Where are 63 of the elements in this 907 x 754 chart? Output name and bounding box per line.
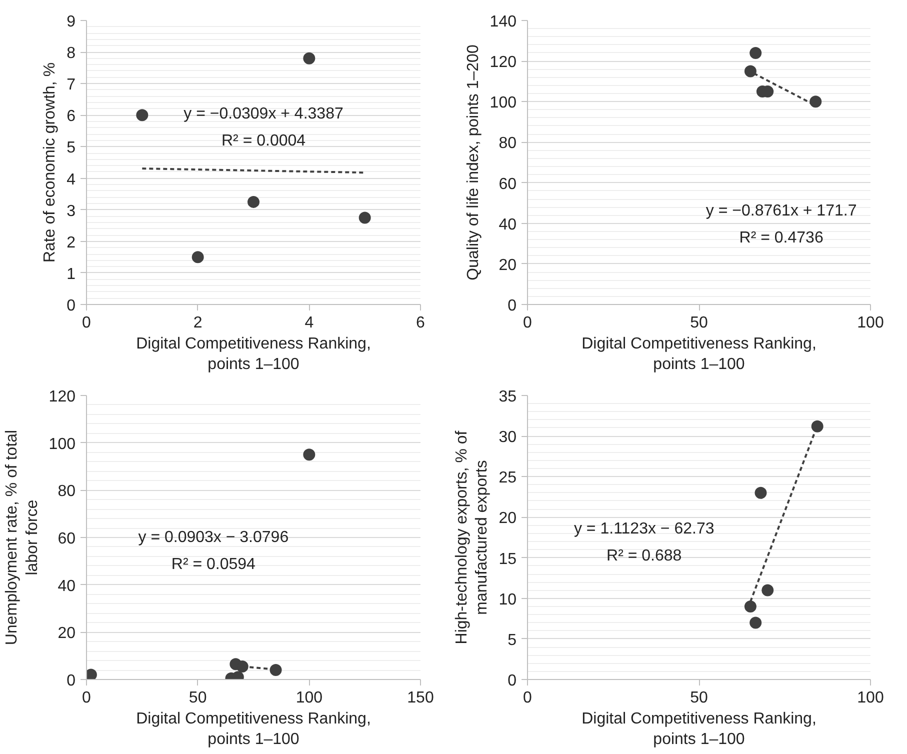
y-tick-label: 20 (58, 625, 76, 642)
y-tick-label: 35 (498, 388, 517, 406)
y-tick-label: 5 (508, 632, 517, 649)
x-tick-label: 150 (407, 690, 434, 706)
y-tick-label: 120 (490, 54, 517, 72)
y-axis-title: Quality of life index, points 1–200 (464, 44, 482, 280)
y-tick-label: 7 (66, 76, 76, 94)
y-tick-label: 30 (498, 429, 517, 446)
y-tick-label: 20 (498, 256, 517, 274)
x-tick-label: 2 (193, 314, 202, 332)
x-tick-label: 0 (82, 690, 92, 706)
annotation: R² = 0.0594 (171, 556, 256, 573)
y-tick-label: 100 (490, 94, 517, 112)
x-tick-label: 100 (857, 314, 884, 332)
y-tick-label: 0 (66, 672, 76, 690)
x-tick-label: 0 (523, 690, 532, 706)
x-tick-label: 50 (690, 314, 708, 332)
x-tick-label: 50 (188, 690, 207, 706)
x-tick-label: 50 (690, 690, 708, 706)
y-tick-label: 1 (66, 266, 76, 283)
y-tick-label: 40 (498, 216, 517, 234)
x-tick-label: 100 (857, 690, 884, 706)
x-tick-label: 6 (416, 314, 426, 332)
x-axis-title: Digital Competitiveness Ranking, points 1–100 (136, 710, 371, 748)
y-tick-label: 3 (66, 202, 76, 220)
y-tick-label: 15 (498, 550, 517, 568)
x-axis-title: Digital Competitiveness Ranking, points 1–100 (582, 336, 816, 373)
y-tick-label: 10 (498, 591, 517, 608)
annotation: y = 0.0903x − 3.0796 (138, 529, 289, 546)
x-tick-label: 4 (304, 314, 314, 332)
y-axis-title: Rate of economic growth, % (42, 62, 59, 263)
y-tick-label: 6 (66, 108, 76, 126)
y-tick-label: 0 (508, 672, 517, 690)
y-tick-label: 0 (66, 298, 76, 314)
y-tick-label: 9 (66, 14, 76, 30)
y-tick-label: 8 (66, 45, 76, 62)
y-tick-label: 2 (66, 234, 76, 252)
x-tick-label: 0 (82, 314, 92, 332)
y-tick-label: 25 (498, 470, 517, 487)
y-tick-label: 40 (58, 578, 76, 595)
y-tick-label: 100 (48, 436, 76, 453)
y-tick-label: 4 (66, 171, 76, 188)
y-tick-label: 140 (490, 14, 517, 30)
annotation: y = 1.1123x − 62.73 (574, 520, 714, 538)
annotation: R² = 0.4736 (739, 229, 824, 246)
annotation: R² = 0.0004 (221, 132, 306, 150)
y-tick-label: 5 (66, 140, 76, 157)
y-tick-label: 80 (498, 135, 517, 152)
y-tick-label: 60 (58, 530, 76, 548)
x-axis-title: Digital Competitiveness Ranking, points 1–100 (136, 336, 371, 373)
y-axis-title: High-technology exports, % of manufactured exports (453, 430, 491, 644)
x-tick-label: 100 (296, 690, 323, 706)
y-tick-label: 20 (498, 510, 517, 528)
y-axis-title: Unemployment rate, % of total labor force (3, 430, 41, 646)
x-axis-title: Digital Competitiveness Ranking, points 1–100 (582, 710, 816, 748)
annotation: y = −0.0309x + 4.3387 (184, 106, 344, 123)
y-tick-label: 60 (498, 176, 517, 193)
x-tick-label: 0 (523, 314, 532, 332)
y-tick-label: 80 (58, 483, 76, 500)
y-tick-label: 0 (508, 298, 517, 314)
annotation: R² = 0.688 (606, 547, 682, 564)
y-tick-label: 120 (48, 388, 76, 406)
annotation: y = −0.8761x + 171.7 (706, 202, 857, 220)
